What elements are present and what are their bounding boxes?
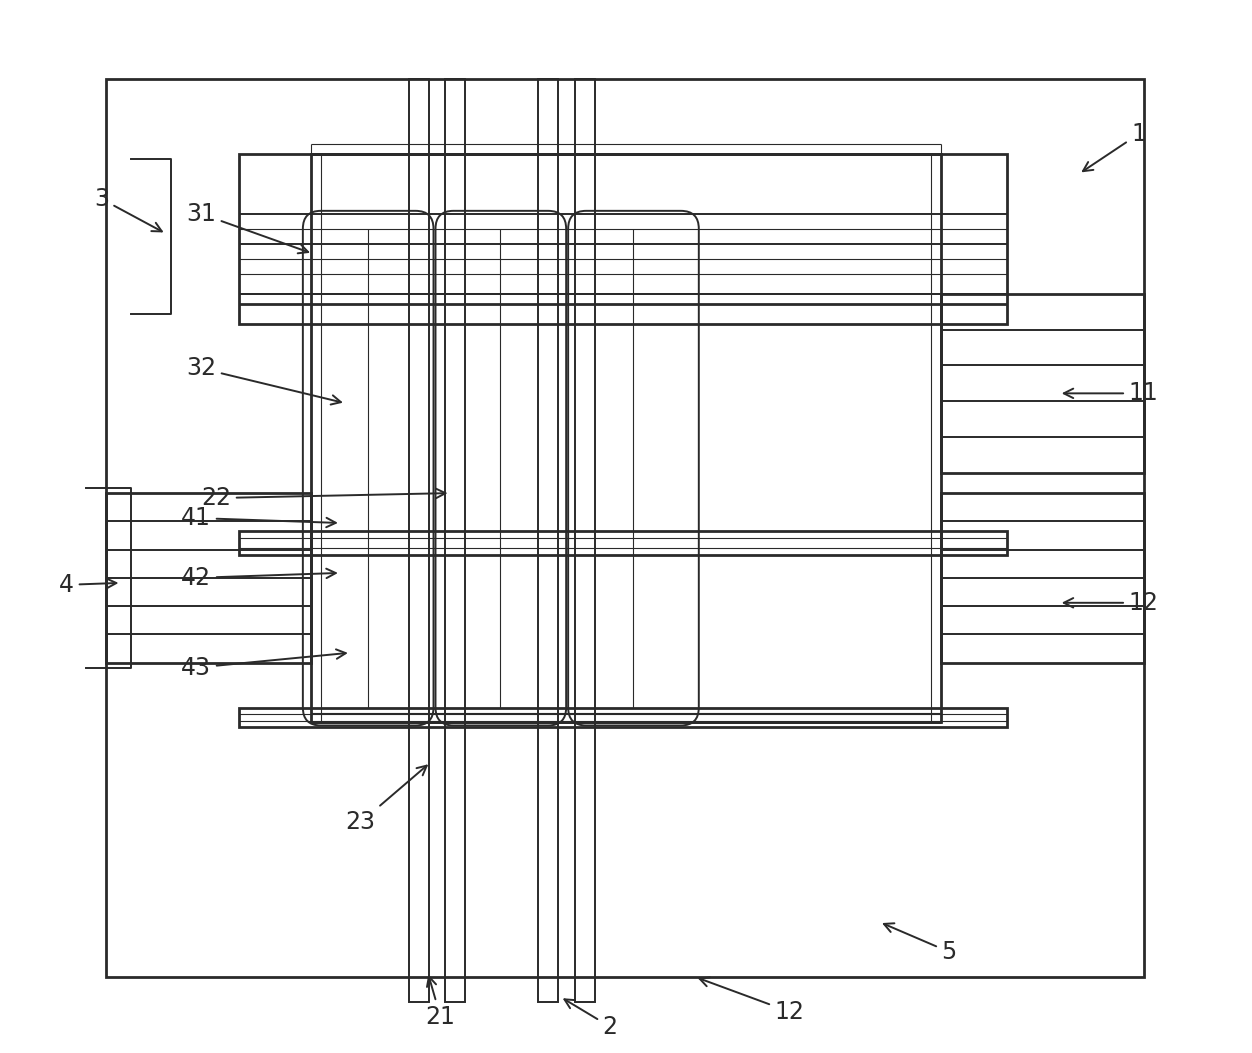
Bar xyxy=(310,154,942,722)
Text: 4: 4 xyxy=(59,573,116,597)
Text: 23: 23 xyxy=(346,766,427,834)
Text: 32: 32 xyxy=(187,356,341,404)
Bar xyxy=(446,79,466,1001)
Bar xyxy=(239,708,1007,728)
Text: 11: 11 xyxy=(1064,381,1158,405)
Text: 3: 3 xyxy=(94,186,162,232)
Text: 12: 12 xyxy=(1064,591,1158,615)
Text: 2: 2 xyxy=(565,999,617,1038)
Bar xyxy=(942,493,1143,662)
Bar xyxy=(239,531,1007,555)
Text: 31: 31 xyxy=(187,202,308,254)
Bar xyxy=(106,493,310,662)
Text: 22: 22 xyxy=(202,486,446,510)
Text: 43: 43 xyxy=(182,650,346,679)
Bar xyxy=(239,154,1007,323)
Text: 1: 1 xyxy=(1083,122,1146,172)
Text: 12: 12 xyxy=(700,977,805,1024)
Text: 5: 5 xyxy=(884,923,957,963)
Bar xyxy=(575,79,595,1001)
Bar xyxy=(408,79,428,1001)
Text: 41: 41 xyxy=(182,506,336,530)
Bar xyxy=(538,79,558,1001)
Text: 21: 21 xyxy=(426,976,456,1029)
Bar xyxy=(942,294,1143,473)
Bar xyxy=(106,79,1143,977)
Text: 42: 42 xyxy=(182,565,336,590)
